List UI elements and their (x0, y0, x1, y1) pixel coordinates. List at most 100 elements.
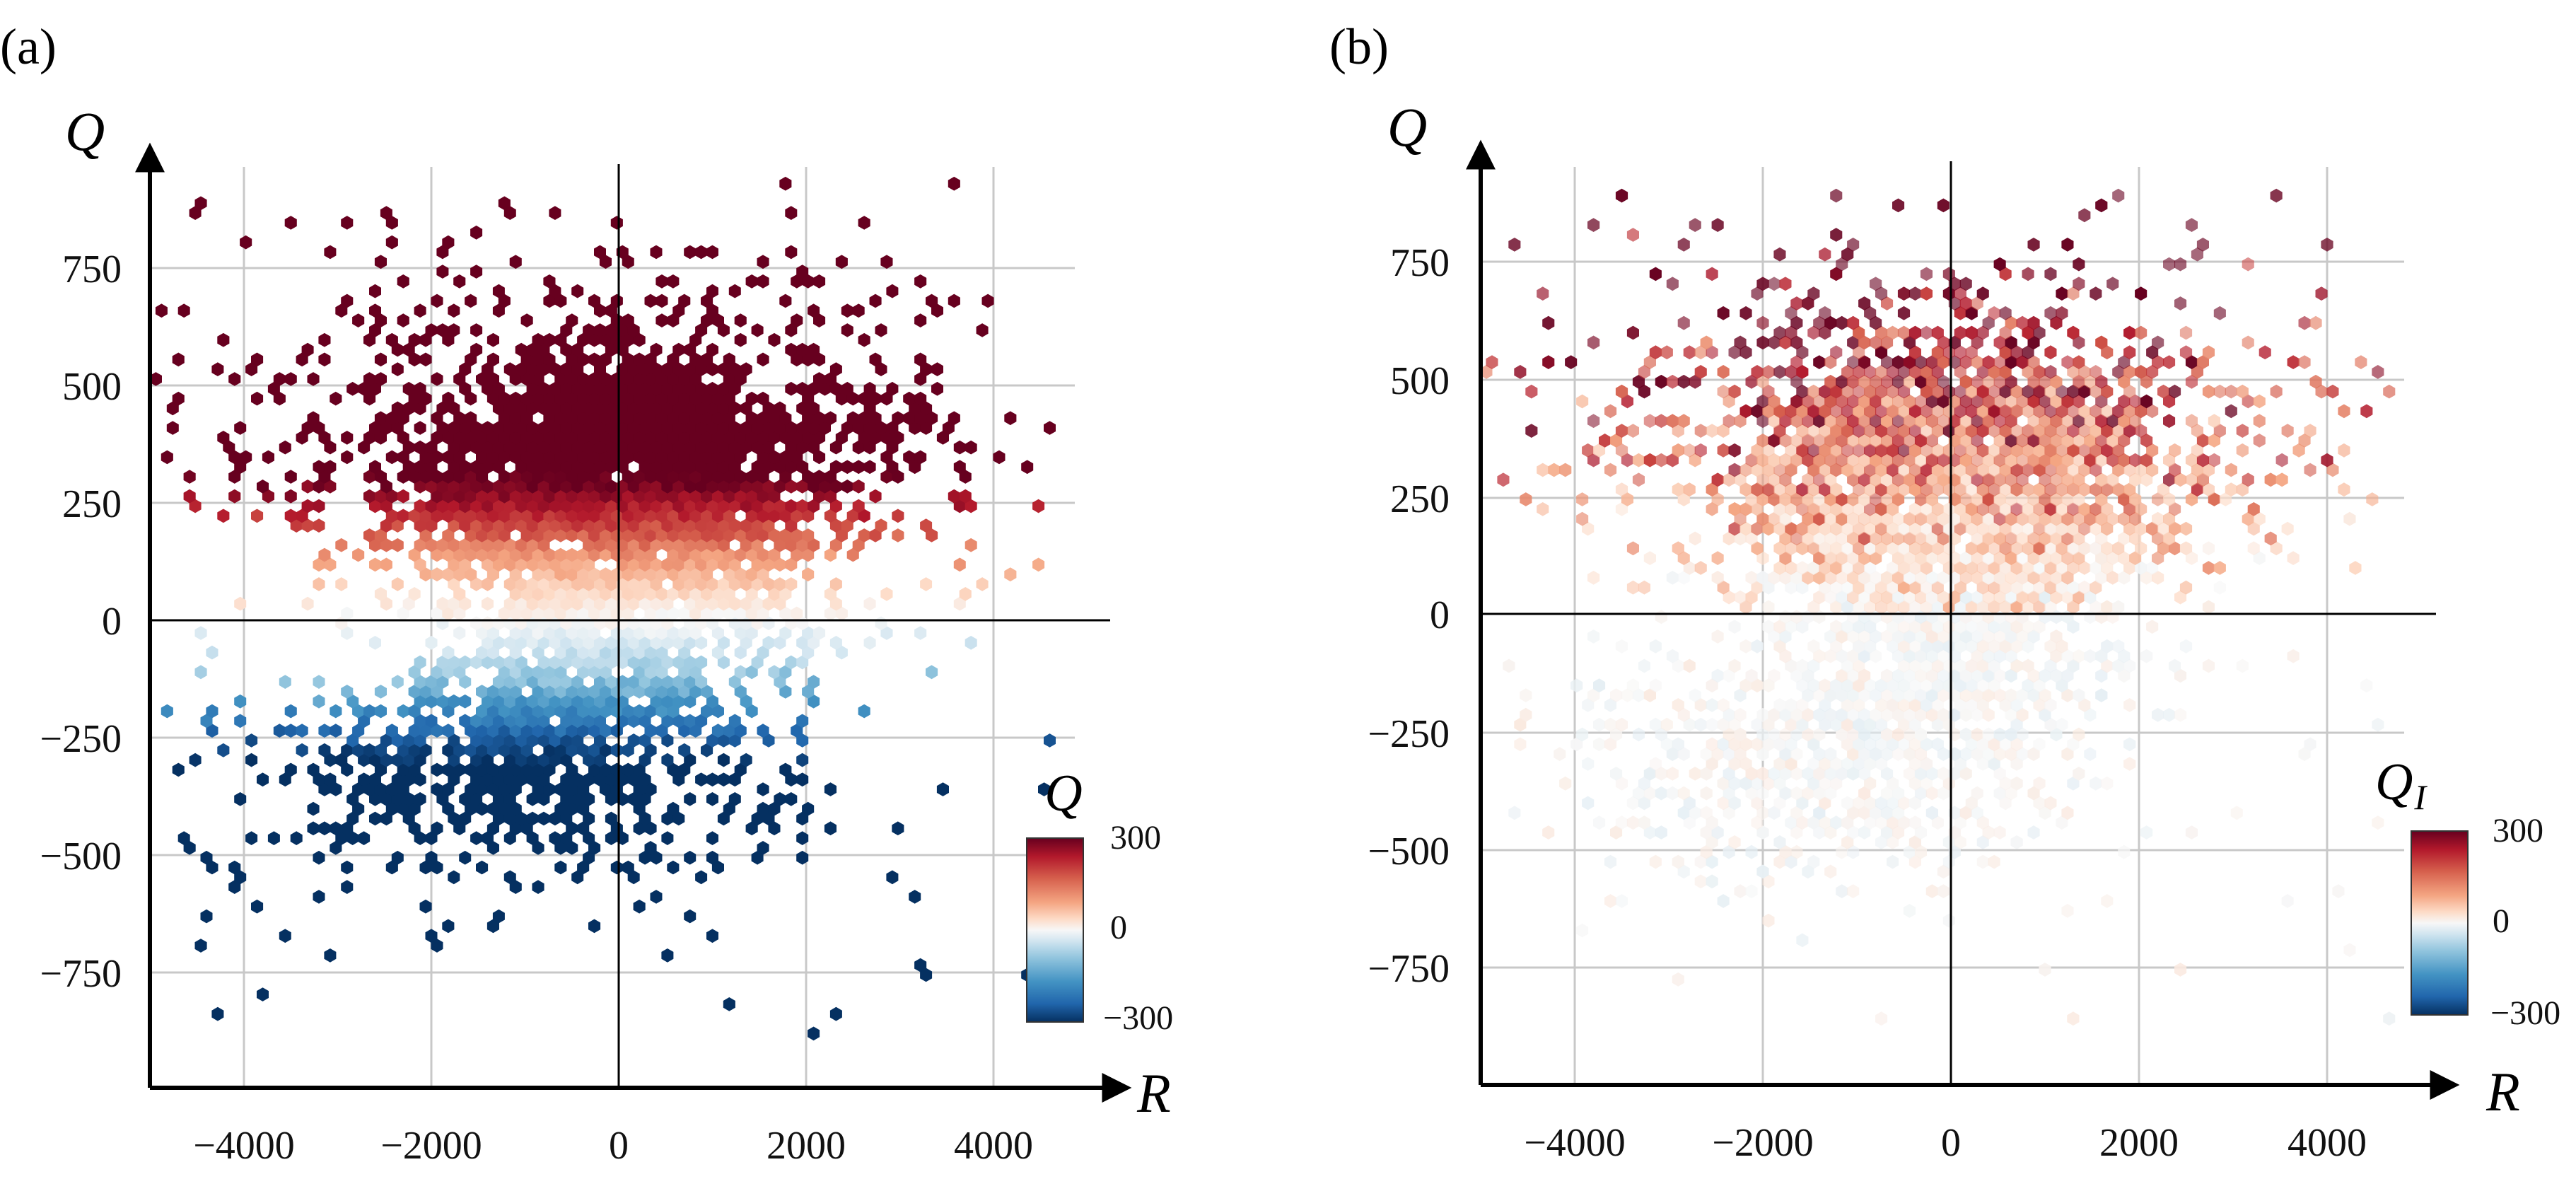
hexbin-cell (650, 890, 663, 904)
hexbin-cell (1897, 443, 1911, 458)
hexbin-cell (1853, 639, 1865, 654)
hexbin-cell (1870, 649, 1882, 663)
hexbin-cell (768, 547, 781, 562)
hexbin-cell (537, 518, 550, 533)
hexbin-cell (583, 480, 595, 494)
hexbin-cell (2056, 384, 2068, 399)
hexbin-cell (920, 401, 933, 416)
hexbin-cell (2067, 561, 2080, 575)
hexbin-cell (2118, 414, 2131, 429)
hexbin-cell (279, 772, 291, 787)
hexbin-cell (672, 538, 685, 552)
hexbin-cell (549, 557, 561, 572)
hexbin-cell (453, 587, 466, 601)
hexbin-cell (431, 821, 443, 836)
hexbin-cell (1993, 668, 2006, 683)
hexbin-cell (1864, 678, 1877, 693)
hexbin-cell (1858, 335, 1871, 350)
hexbin-cell (509, 255, 522, 269)
hexbin-cell (2067, 424, 2080, 438)
hexbin-cell (509, 685, 522, 699)
hexbin-cell (757, 801, 769, 816)
hexbin-cell (599, 509, 612, 523)
hexbin-cell (745, 704, 758, 719)
hexbin-cell (1683, 658, 1696, 673)
hexbin-cell (465, 294, 477, 308)
hexbin-cell (515, 772, 528, 787)
hexbin-cell (2208, 492, 2220, 506)
hexbin-cell (768, 528, 781, 542)
hexbin-cell (1734, 884, 1747, 898)
hexbin-cell (622, 372, 634, 386)
hexbin-cell (1942, 620, 1955, 634)
hexbin-cell (672, 636, 685, 650)
hexbin-cell (863, 401, 876, 416)
hexbin-cell (1785, 306, 1797, 320)
hexbin-cell (678, 743, 691, 757)
hexbin-cell (1756, 551, 1769, 565)
hexbin-cell (1875, 384, 1888, 399)
hexbin-cell (1576, 394, 1589, 409)
hexbin-cell (2281, 424, 2294, 438)
hexbin-cell (1914, 355, 1927, 369)
hexbin-cell (583, 401, 595, 416)
hexbin-cell (1971, 707, 1983, 722)
hexbin-cell (1593, 737, 1606, 752)
hexbin-cell (706, 342, 718, 357)
hexbin-cell (655, 528, 668, 542)
hexbin-cell (2022, 580, 2034, 595)
hexbin-cell (2123, 757, 2136, 771)
hexbin-cell (1881, 629, 1894, 644)
hexbin-cell (1982, 453, 1995, 467)
hexbin-cell (2016, 492, 2029, 506)
hexbin-cell (1925, 884, 1938, 898)
hexbin-cell (431, 606, 443, 621)
hexbin-cell (1897, 639, 1911, 654)
hexbin-cell (1756, 571, 1769, 585)
hexbin-cell (2016, 590, 2029, 605)
hexbin-cell (588, 919, 601, 934)
hexbin-cell (1751, 796, 1764, 811)
hexbin-cell (1751, 443, 1764, 458)
hexbin-cell (734, 372, 747, 386)
hexbin-cell (762, 577, 775, 591)
hexbin-cell (594, 323, 606, 337)
hexbin-cell (571, 557, 584, 572)
hexbin-cell (796, 733, 809, 748)
hexbin-cell (1790, 571, 1803, 585)
hexbin-cell (1887, 541, 1899, 556)
hexbin-cell (431, 450, 443, 465)
hexbin-cell (228, 470, 241, 484)
hexbin-cell (380, 206, 392, 220)
hexbin-cell (1914, 688, 1927, 702)
hexbin-cell (465, 509, 477, 523)
hexbin-cell (2157, 384, 2170, 399)
hexbin-cell (1993, 511, 2006, 526)
hexbin-cell (2169, 521, 2181, 536)
hexbin-cell (2253, 434, 2266, 448)
hexbin-cell (1976, 580, 1989, 595)
hexbin-cell (2016, 551, 2029, 565)
hexbin-cell (1717, 796, 1730, 811)
hexbin-cell (1920, 384, 1933, 399)
hexbin-cell (2213, 306, 2226, 320)
hexbin-cell (549, 480, 561, 494)
hexbin-cell (1954, 639, 1966, 654)
hexbin-cell (1875, 796, 1888, 811)
hexbin-cell (414, 401, 426, 416)
hexbin-cell (1937, 707, 1950, 722)
hexbin-cell (594, 440, 606, 455)
hexbin-cell (2101, 502, 2114, 516)
hexbin-cell (2010, 717, 2023, 732)
hexbin-cell (1920, 561, 1933, 575)
hexbin-cell (341, 216, 354, 230)
hexbin-cell (1582, 443, 1595, 458)
hexbin-cell (1847, 767, 1860, 781)
colorbar-a: Q 300 0 −300 (1026, 765, 1173, 1037)
hexbin-cell (2033, 678, 2046, 693)
hexbin-cell (791, 450, 803, 465)
hexbin-cell (1959, 707, 1972, 722)
hexbin-cell (543, 665, 556, 680)
hexbin-cell (1881, 414, 1894, 429)
hexbin-cell (537, 655, 550, 670)
